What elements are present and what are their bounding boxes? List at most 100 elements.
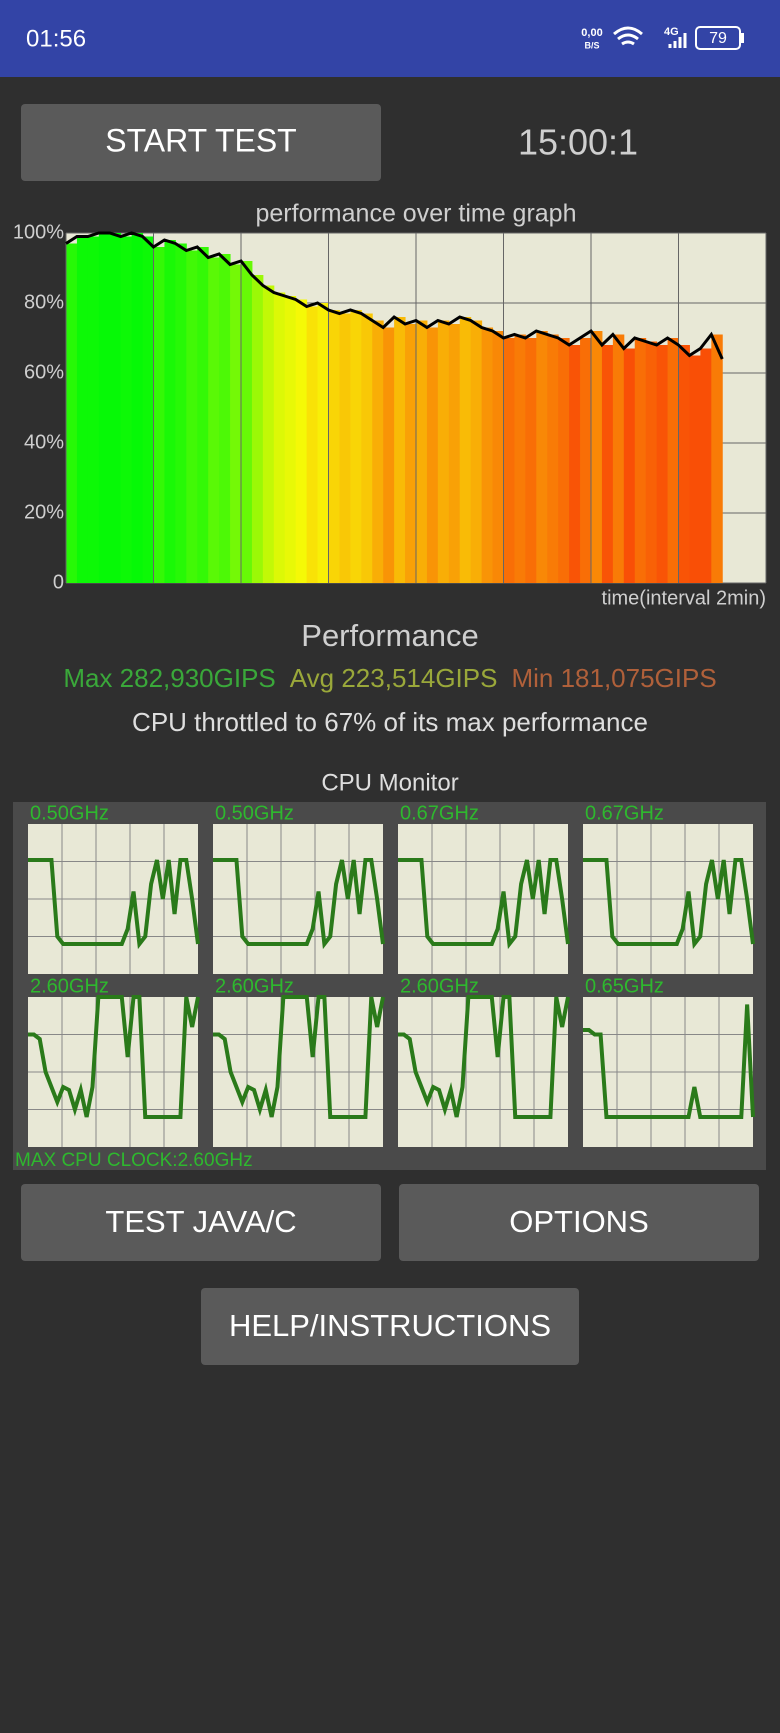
button-label: START TEST — [105, 122, 296, 158]
core-frequency: 2.60GHz — [400, 975, 479, 997]
area-fill — [262, 285, 275, 583]
y-tick-label: 40% — [24, 431, 64, 453]
area-fill — [186, 250, 198, 583]
area-fill — [241, 261, 253, 583]
network-type: 4G — [664, 26, 679, 38]
area-fill — [591, 331, 603, 583]
performance-stats: Max 282,930GIPS Avg 223,514GIPS Min 181,07… — [63, 663, 716, 693]
area-fill — [569, 345, 581, 583]
area-fill — [208, 257, 220, 583]
start-test-button[interactable] — [21, 104, 381, 181]
battery-level: 79 — [709, 30, 727, 47]
area-fill — [558, 338, 570, 583]
performance-title: Performance — [301, 618, 478, 653]
area-fill — [361, 313, 373, 583]
cpu-monitor-title: CPU Monitor — [321, 769, 458, 796]
throttle-text: CPU throttled to 67% of its max performa… — [132, 707, 648, 737]
area-fill — [689, 355, 701, 583]
core-frequency: 0.50GHz — [30, 802, 109, 824]
area-fill — [76, 236, 89, 583]
area-fill — [700, 348, 712, 583]
area-fill — [426, 327, 439, 583]
y-tick-label: 80% — [24, 291, 64, 313]
timer: 15:00:1 — [518, 122, 638, 163]
y-tick-label: 0 — [53, 571, 64, 593]
area-fill — [580, 338, 592, 583]
area-fill — [394, 317, 406, 583]
area-fill — [416, 320, 428, 583]
chart-title: performance over time graph — [256, 200, 577, 228]
core-line — [583, 858, 755, 950]
area-fill — [612, 334, 625, 583]
help-button[interactable] — [201, 1288, 579, 1365]
area-fill — [623, 348, 636, 583]
area-fill — [601, 345, 614, 583]
performance-chart: performance over time graph time(interva… — [13, 200, 767, 609]
area-fill — [437, 320, 450, 583]
area-fill — [448, 324, 461, 583]
area-fill — [87, 236, 100, 583]
core-line — [398, 858, 570, 950]
clock: 01:56 — [26, 25, 86, 52]
area-fill — [525, 338, 537, 583]
area-fill — [405, 324, 417, 583]
area-fill — [350, 310, 362, 583]
area-fill — [197, 247, 209, 583]
battery-icon — [695, 26, 741, 50]
area-fill — [459, 317, 472, 583]
core-line — [398, 995, 570, 1119]
core-line — [28, 858, 200, 950]
core-line — [213, 995, 385, 1119]
area-fill — [142, 236, 154, 583]
core-frequency: 0.65GHz — [585, 975, 664, 997]
area-fill — [175, 243, 187, 583]
test-java-button[interactable] — [21, 1184, 381, 1261]
area-fill — [711, 334, 723, 583]
area-fill — [164, 240, 176, 583]
min-stat: Min 181,075GIPS — [511, 663, 716, 693]
core-frequency: 0.50GHz — [215, 802, 294, 824]
area-fill — [481, 327, 494, 583]
area-fill — [98, 233, 111, 583]
area-fill — [656, 345, 669, 583]
area-fill — [273, 292, 286, 583]
y-tick-label: 20% — [24, 501, 64, 523]
button-label: OPTIONS — [509, 1204, 649, 1239]
area-fill — [492, 331, 504, 583]
core-line — [28, 995, 200, 1119]
max-cpu-clock: MAX CPU CLOCK:2.60GHz — [15, 1150, 253, 1171]
cpu-monitor: 0.50GHz 0.50GHz 0.67GHz 0.67GHz 2.60GHz 2.60G… — [28, 802, 755, 1147]
y-tick-label: 100% — [13, 221, 64, 243]
area-fill — [536, 331, 548, 583]
area-fill — [372, 320, 384, 583]
area-fill — [120, 236, 133, 583]
area-fill — [645, 341, 658, 583]
options-button[interactable] — [399, 1184, 759, 1261]
area-fill — [547, 334, 559, 583]
area-fill — [328, 310, 340, 583]
area-fill — [230, 264, 242, 583]
button-label: HELP/INSTRUCTIONS — [229, 1308, 551, 1343]
core-frequency: 2.60GHz — [30, 975, 109, 997]
area-fill — [131, 233, 144, 583]
area-fill — [66, 243, 78, 583]
battery-tip — [741, 33, 744, 43]
area-fill — [109, 233, 122, 583]
max-stat: Max 282,930GIPS — [63, 663, 275, 693]
performance-line — [65, 231, 724, 360]
signal-icon — [668, 33, 687, 48]
area-fill — [634, 338, 647, 583]
core-line — [583, 1004, 755, 1119]
area-fill — [383, 327, 395, 583]
net-speed: 0,00 — [581, 27, 602, 39]
core-frequency: 2.60GHz — [215, 975, 294, 997]
y-tick-label: 60% — [24, 361, 64, 383]
area-fill — [667, 338, 679, 583]
area-fill — [470, 320, 483, 583]
area-fill — [339, 313, 351, 583]
avg-stat: Avg 223,514GIPS — [290, 663, 498, 693]
area-fill — [251, 275, 264, 583]
area-fill — [306, 306, 319, 583]
